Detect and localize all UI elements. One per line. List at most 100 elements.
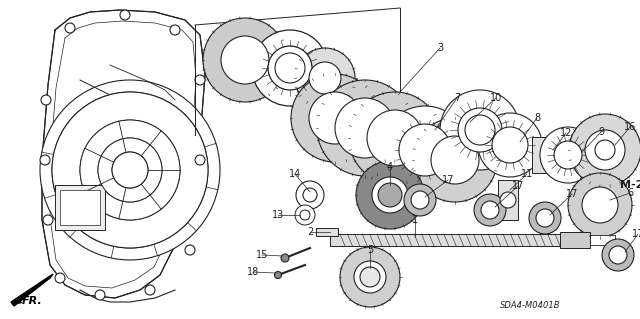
Text: 1: 1 — [412, 215, 418, 225]
Bar — [55, 185, 105, 230]
Circle shape — [478, 113, 542, 177]
Circle shape — [275, 271, 282, 278]
Text: 4: 4 — [387, 162, 393, 172]
Circle shape — [203, 18, 287, 102]
Circle shape — [295, 48, 355, 108]
Circle shape — [360, 267, 380, 287]
Circle shape — [413, 118, 497, 202]
Circle shape — [500, 192, 516, 208]
Circle shape — [55, 273, 65, 283]
Text: 16: 16 — [624, 122, 636, 132]
Polygon shape — [42, 10, 205, 298]
Text: 7: 7 — [454, 93, 460, 103]
Text: 12: 12 — [560, 128, 572, 138]
Circle shape — [568, 173, 632, 237]
Circle shape — [529, 202, 561, 234]
Text: M-2: M-2 — [620, 180, 640, 190]
Circle shape — [431, 136, 479, 184]
Circle shape — [221, 36, 269, 84]
Circle shape — [481, 201, 499, 219]
Bar — [532, 137, 548, 173]
Circle shape — [80, 120, 180, 220]
Text: 14: 14 — [289, 169, 301, 179]
Text: 5: 5 — [367, 245, 373, 255]
Circle shape — [317, 80, 413, 176]
Circle shape — [554, 141, 582, 169]
Text: 17: 17 — [442, 175, 454, 185]
Circle shape — [335, 98, 395, 158]
Circle shape — [98, 138, 162, 202]
Circle shape — [381, 106, 469, 194]
Circle shape — [195, 155, 205, 165]
Circle shape — [602, 239, 634, 271]
Text: 9: 9 — [598, 127, 604, 137]
Circle shape — [399, 124, 451, 176]
Text: 3: 3 — [437, 43, 443, 53]
Bar — [60, 190, 100, 225]
Circle shape — [170, 25, 180, 35]
Circle shape — [268, 46, 312, 90]
Bar — [330, 234, 570, 246]
Circle shape — [440, 90, 520, 170]
Circle shape — [356, 161, 424, 229]
Circle shape — [354, 261, 386, 293]
Circle shape — [349, 92, 441, 184]
Circle shape — [145, 285, 155, 295]
Text: 17: 17 — [632, 229, 640, 239]
Circle shape — [367, 110, 423, 166]
Circle shape — [40, 155, 50, 165]
Circle shape — [378, 183, 402, 207]
Circle shape — [411, 191, 429, 209]
Bar — [560, 232, 590, 248]
Circle shape — [465, 115, 495, 145]
Circle shape — [295, 205, 315, 225]
Text: FR.: FR. — [22, 296, 43, 306]
Text: 10: 10 — [490, 93, 502, 103]
Bar — [498, 180, 518, 220]
Circle shape — [112, 152, 148, 188]
Text: SDA4-M0401B: SDA4-M0401B — [500, 300, 561, 309]
Circle shape — [296, 181, 324, 209]
Circle shape — [340, 247, 400, 307]
Circle shape — [492, 127, 528, 163]
Circle shape — [291, 74, 379, 162]
Circle shape — [303, 188, 317, 202]
Text: 11: 11 — [521, 169, 533, 179]
Circle shape — [52, 92, 208, 248]
Circle shape — [252, 30, 328, 106]
Bar — [590, 235, 615, 245]
Circle shape — [95, 290, 105, 300]
Circle shape — [540, 127, 596, 183]
Circle shape — [536, 209, 554, 227]
Text: 17: 17 — [512, 181, 524, 191]
Circle shape — [585, 130, 625, 170]
Circle shape — [112, 152, 148, 188]
Circle shape — [569, 114, 640, 186]
Circle shape — [120, 10, 130, 20]
Text: 15: 15 — [256, 250, 268, 260]
Text: 13: 13 — [272, 210, 284, 220]
Circle shape — [609, 246, 627, 264]
Circle shape — [80, 120, 180, 220]
Text: 6: 6 — [627, 188, 633, 198]
Circle shape — [43, 215, 53, 225]
Circle shape — [404, 184, 436, 216]
Circle shape — [98, 138, 162, 202]
Circle shape — [309, 92, 361, 144]
Circle shape — [41, 95, 51, 105]
Circle shape — [185, 245, 195, 255]
Text: 18: 18 — [247, 267, 259, 277]
Circle shape — [275, 53, 305, 83]
Circle shape — [52, 92, 208, 248]
Circle shape — [65, 23, 75, 33]
Bar — [316, 228, 338, 236]
Circle shape — [300, 210, 310, 220]
Circle shape — [281, 254, 289, 262]
Circle shape — [582, 187, 618, 223]
Circle shape — [474, 194, 506, 226]
Polygon shape — [11, 274, 53, 306]
Circle shape — [595, 140, 615, 160]
Text: 17: 17 — [566, 189, 578, 199]
Circle shape — [195, 75, 205, 85]
Circle shape — [40, 80, 220, 260]
